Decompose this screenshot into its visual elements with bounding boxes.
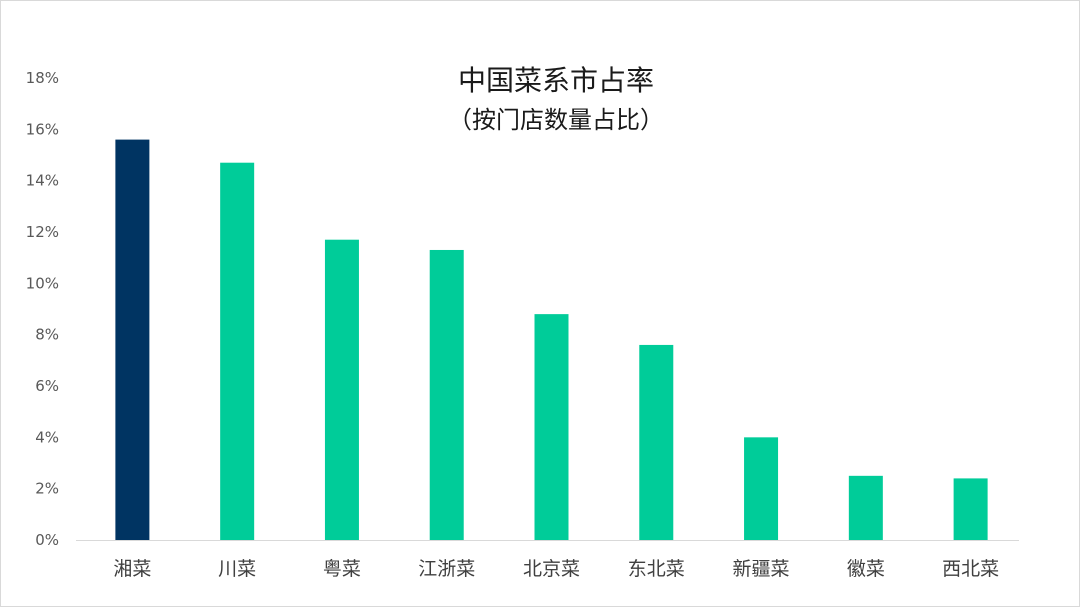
y-tick-label: 18% — [26, 69, 59, 87]
bar — [639, 344, 674, 540]
bar — [953, 478, 988, 540]
y-tick-label: 0% — [35, 531, 59, 549]
x-tick-label: 川菜 — [218, 558, 256, 580]
chart-subtitle: （按门店数量占比） — [448, 106, 664, 134]
bar — [115, 139, 150, 540]
y-tick-label: 10% — [26, 274, 59, 292]
x-tick-label: 徽菜 — [847, 558, 885, 580]
x-tick-label: 东北菜 — [628, 558, 685, 580]
bar — [324, 239, 359, 540]
bar — [848, 475, 883, 540]
chart-title: 中国菜系市占率 — [458, 64, 654, 97]
x-tick-label: 湘菜 — [113, 558, 151, 580]
x-tick-label: 江浙菜 — [418, 558, 475, 580]
y-tick-label: 2% — [35, 480, 59, 498]
y-tick-label: 12% — [26, 223, 59, 241]
x-tick-label: 西北菜 — [942, 558, 999, 580]
bar — [429, 249, 464, 540]
x-tick-label: 粤菜 — [323, 558, 361, 580]
y-tick-label: 14% — [26, 172, 59, 190]
bar — [744, 437, 779, 540]
y-tick-label: 4% — [35, 428, 59, 446]
x-axis-ticks: 湘菜 川菜 粤菜 江浙菜 北京菜 东北菜 新疆菜 徽菜 西北菜 — [113, 558, 999, 580]
x-tick-label: 新疆菜 — [733, 558, 790, 580]
bar — [220, 162, 255, 540]
bars — [115, 139, 988, 540]
y-axis-ticks: 0% 2% 4% 6% 8% 10% 12% 14% 16% 18% — [26, 69, 59, 549]
x-tick-label: 北京菜 — [523, 558, 580, 580]
y-tick-label: 6% — [35, 377, 59, 395]
y-tick-label: 8% — [35, 326, 59, 344]
y-tick-label: 16% — [26, 120, 59, 138]
bar — [534, 314, 569, 540]
